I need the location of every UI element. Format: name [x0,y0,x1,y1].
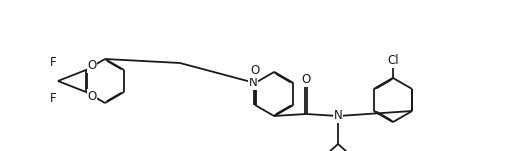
Text: O: O [88,59,96,72]
Text: O: O [301,74,311,87]
Text: F: F [50,56,56,69]
Text: N: N [248,77,257,90]
Text: N: N [334,109,342,122]
Text: F: F [50,93,56,106]
Text: O: O [250,64,259,77]
Text: O: O [88,90,96,103]
Text: Cl: Cl [387,55,399,67]
